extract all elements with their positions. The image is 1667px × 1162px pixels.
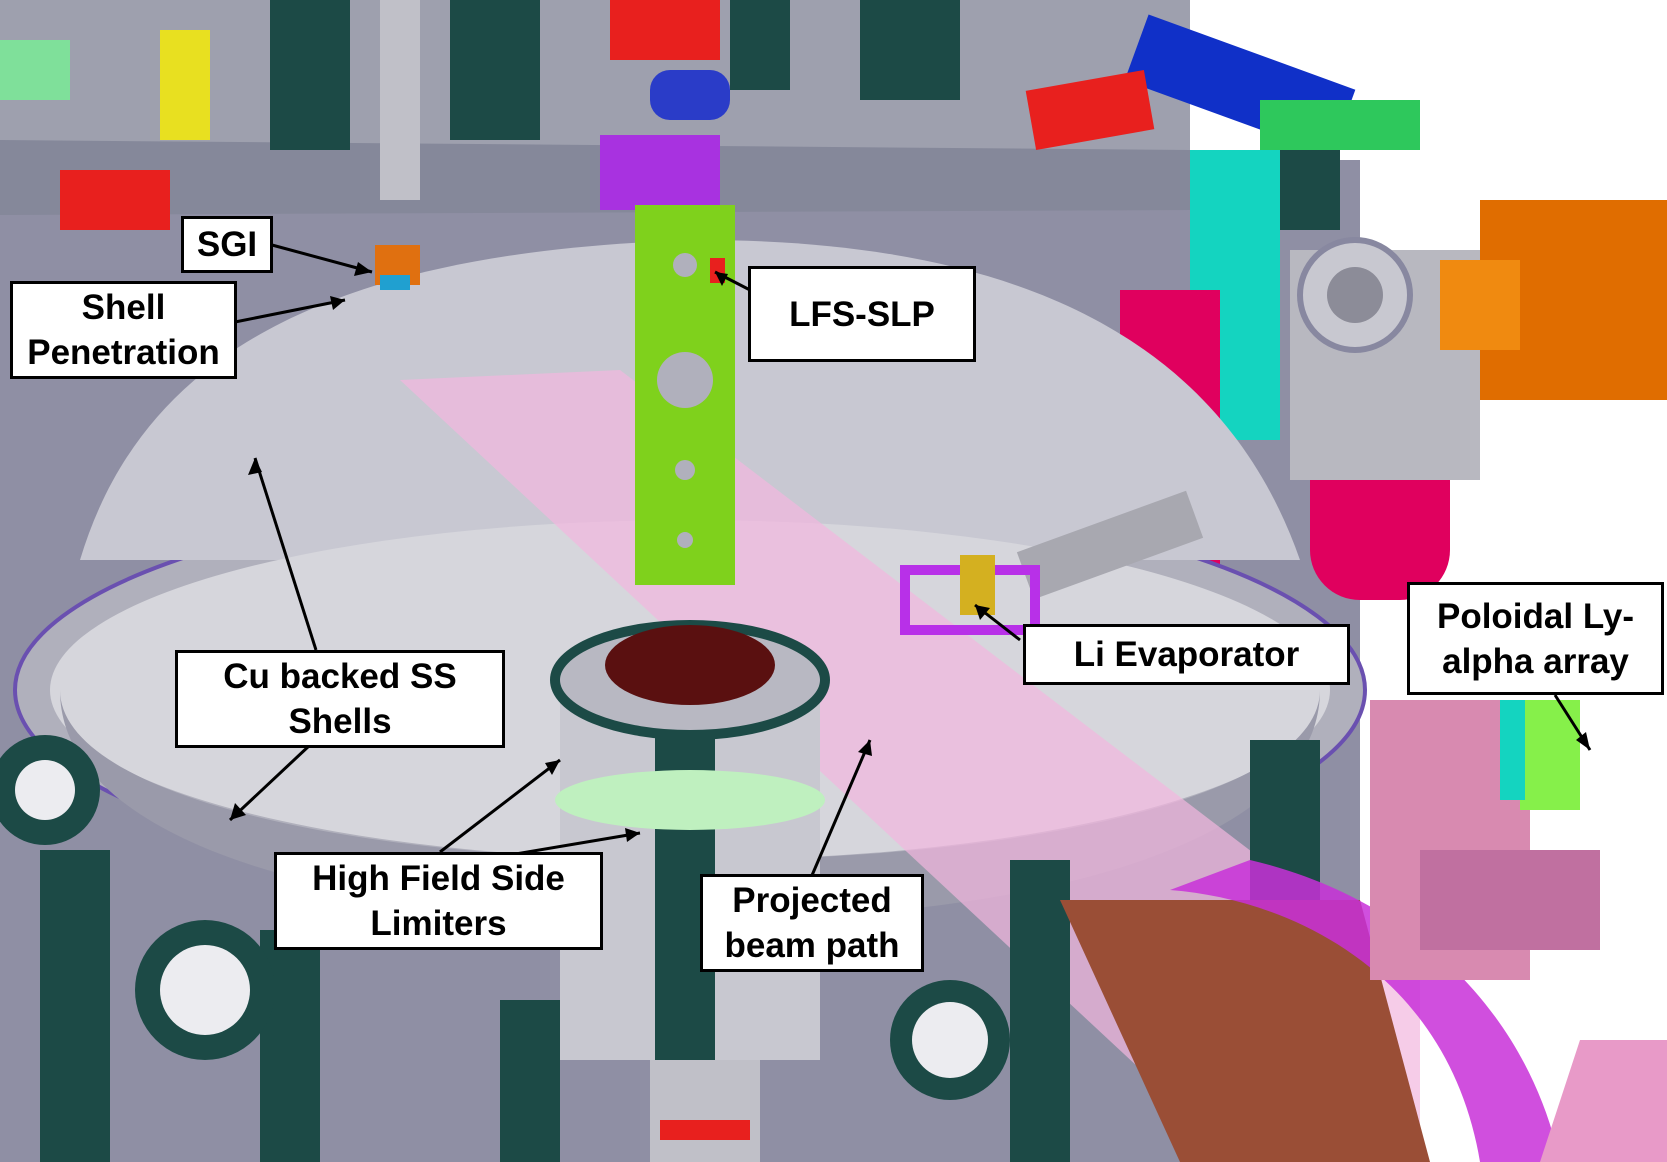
label-cu-backed-ss-shells: Cu backed SS Shells <box>175 650 505 748</box>
green-lyalpha <box>1520 700 1580 810</box>
head-cu-down <box>230 803 246 820</box>
lower-column-4 <box>1010 860 1070 1162</box>
gray-tee-bore <box>1327 267 1383 323</box>
label-projected-beam-path: Projected beam path <box>700 874 924 972</box>
dark-block-4 <box>860 0 960 100</box>
arrow-beam <box>808 739 872 881</box>
label-poloidal-ly-alpha: Poloidal Ly- alpha array <box>1407 582 1664 695</box>
label-high-field-side-limiters: High Field Side Limiters <box>274 852 603 950</box>
dark-block-1 <box>270 0 350 150</box>
head-beam <box>858 740 872 756</box>
lower-column-3 <box>500 1000 560 1162</box>
head-hfs-up <box>545 760 560 775</box>
red-strap-left <box>60 170 170 230</box>
label-lfs-slp-text: LFS-SLP <box>789 294 935 334</box>
strip-hole-1 <box>673 253 697 277</box>
label-poloidal-line-1: Poloidal Ly- <box>1436 596 1635 636</box>
arrow-cu-up <box>253 457 318 651</box>
label-li-evaporator: Li Evaporator <box>1023 624 1350 685</box>
label-shell-penetration-line-1: Shell <box>81 288 166 327</box>
orange-tube <box>1440 260 1520 350</box>
brown-panel <box>1060 900 1430 1162</box>
label-cu-backed-line-2: Shells <box>288 702 392 741</box>
pink-lower-right <box>1540 1040 1667 1162</box>
port-bore-2 <box>912 1002 988 1078</box>
cyan-lyalpha <box>1500 700 1525 800</box>
arrow-shell-pen <box>234 298 346 324</box>
head-poloidal <box>1576 732 1590 750</box>
green-clamp-right <box>1260 100 1420 150</box>
red-strap-right <box>1025 70 1155 150</box>
head-shell-pen <box>330 296 345 310</box>
dark-block-3 <box>730 0 790 90</box>
arrow-sgi <box>271 243 373 274</box>
label-hfs-line-1: High Field Side <box>312 859 565 898</box>
pink-tubes <box>1420 850 1600 950</box>
dark-block-2 <box>450 0 540 140</box>
port-bore-3 <box>15 760 75 820</box>
label-hfs-line-2: Limiters <box>370 904 507 943</box>
label-sgi: SGI <box>181 216 273 273</box>
strip-hole-2 <box>657 352 713 408</box>
head-li <box>975 605 990 620</box>
label-lfs-slp: LFS-SLP <box>748 266 976 362</box>
head-cu-up <box>248 458 262 475</box>
label-beam-line-1: Projected <box>732 881 892 920</box>
head-sgi <box>354 262 372 276</box>
yellow-bellows <box>160 30 210 140</box>
strip-hole-4 <box>677 532 693 548</box>
arrow-heads <box>230 262 1590 842</box>
label-shell-penetration-line-2: Penetration <box>27 333 220 372</box>
label-cu-backed-line-1: Cu backed SS <box>223 657 457 696</box>
lower-red-band <box>660 1120 750 1140</box>
lower-red-port <box>650 1060 760 1162</box>
top-plate <box>0 140 1190 215</box>
arrow-hfs-up <box>439 758 561 854</box>
center-cap <box>605 625 775 705</box>
port-bore-1 <box>160 945 250 1035</box>
purple-shroud <box>1170 860 1560 1162</box>
red-top-block <box>610 0 720 60</box>
li-evaporator-arm <box>1016 490 1204 600</box>
green-clamp-left <box>0 40 70 100</box>
lower-column-left <box>40 850 110 1162</box>
head-lfs-slp <box>715 272 728 286</box>
label-shell-penetration: Shell Penetration <box>10 281 237 379</box>
strip-hole-3 <box>675 460 695 480</box>
blue-ring <box>650 70 730 120</box>
hfs-limiter-band <box>555 770 825 830</box>
sgi-fitting-blue <box>380 275 410 290</box>
arrow-cu-down <box>228 743 312 822</box>
label-poloidal-line-2: alpha array <box>1442 641 1629 681</box>
purple-top-block <box>600 135 720 210</box>
li-evaporator-coil <box>960 555 995 615</box>
post-gray <box>380 0 420 200</box>
label-beam-line-2: beam path <box>724 926 900 965</box>
label-sgi-text: SGI <box>196 225 258 264</box>
head-hfs-right <box>625 828 640 842</box>
label-li-evaporator-text: Li Evaporator <box>1073 635 1300 674</box>
